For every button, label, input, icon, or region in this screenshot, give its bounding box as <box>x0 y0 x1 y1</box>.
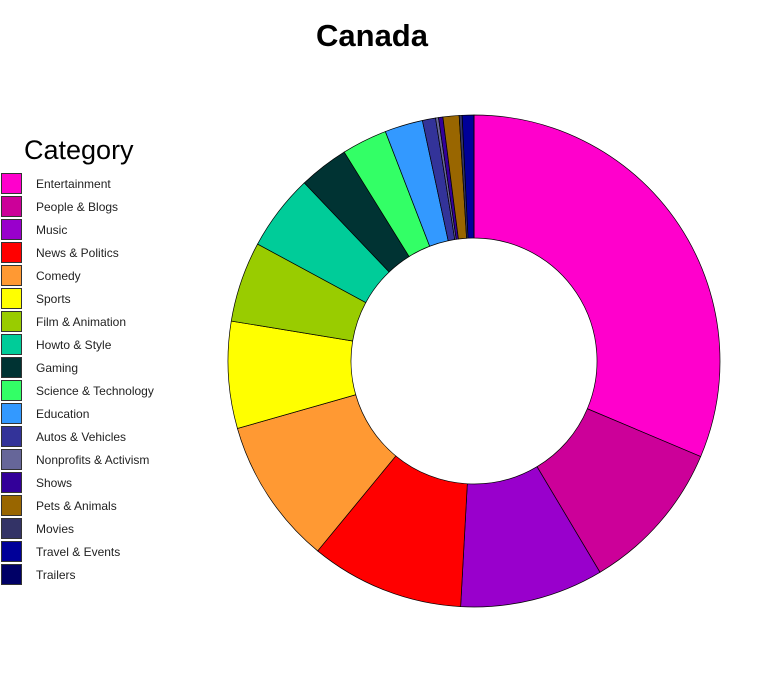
legend-item-education: Education <box>0 402 154 425</box>
legend-swatch-shows <box>1 472 22 493</box>
legend-item-gaming: Gaming <box>0 356 154 379</box>
legend-swatch-autos-and-vehicles <box>1 426 22 447</box>
legend-item-trailers: Trailers <box>0 563 154 586</box>
legend-label-music: Music <box>36 222 68 237</box>
legend-swatch-movies <box>1 518 22 539</box>
legend-swatch-science-and-technology <box>1 380 22 401</box>
legend-swatch-travel-and-events <box>1 541 22 562</box>
legend-item-music: Music <box>0 218 154 241</box>
legend-label-news-and-politics: News & Politics <box>36 245 119 260</box>
legend-items: Entertainment People & Blogs Music News & P… <box>0 172 154 586</box>
legend-title: Category <box>24 135 134 165</box>
legend-label-autos-and-vehicles: Autos & Vehicles <box>36 429 127 444</box>
legend-label-sports: Sports <box>36 291 71 306</box>
legend-label-education: Education <box>36 406 90 421</box>
legend-item-travel-and-events: Travel & Events <box>0 540 154 563</box>
legend-swatch-film-and-animation <box>1 311 22 332</box>
legend-label-pets-and-animals: Pets & Animals <box>36 498 117 513</box>
legend-item-comedy: Comedy <box>0 264 154 287</box>
legend-swatch-people-and-blogs <box>1 196 22 217</box>
legend-label-people-and-blogs: People & Blogs <box>36 199 119 214</box>
legend-label-movies: Movies <box>36 521 75 536</box>
legend-swatch-entertainment <box>1 173 22 194</box>
chart-title: Canada <box>316 18 428 53</box>
slice-entertainment <box>473 114 721 457</box>
legend-swatch-nonprofits-and-activism <box>1 449 22 470</box>
legend-label-howto-and-style: Howto & Style <box>36 337 112 352</box>
legend-swatch-comedy <box>1 265 22 286</box>
legend: Category Entertainment People & Blogs Musi… <box>0 132 154 586</box>
legend-label-trailers: Trailers <box>36 567 76 582</box>
legend-item-autos-and-vehicles: Autos & Vehicles <box>0 425 154 448</box>
legend-label-film-and-animation: Film & Animation <box>36 314 127 329</box>
legend-swatch-pets-and-animals <box>1 495 22 516</box>
legend-item-film-and-animation: Film & Animation <box>0 310 154 333</box>
legend-item-entertainment: Entertainment <box>0 172 154 195</box>
legend-item-shows: Shows <box>0 471 154 494</box>
legend-swatch-music <box>1 219 22 240</box>
legend-item-news-and-politics: News & Politics <box>0 241 154 264</box>
legend-item-pets-and-animals: Pets & Animals <box>0 494 154 517</box>
legend-label-science-and-technology: Science & Technology <box>36 383 154 398</box>
legend-label-nonprofits-and-activism: Nonprofits & Activism <box>36 452 150 467</box>
legend-swatch-trailers <box>1 564 22 585</box>
legend-label-shows: Shows <box>36 475 73 490</box>
legend-label-travel-and-events: Travel & Events <box>36 544 121 559</box>
legend-swatch-sports <box>1 288 22 309</box>
legend-item-science-and-technology: Science & Technology <box>0 379 154 402</box>
legend-item-movies: Movies <box>0 517 154 540</box>
legend-item-howto-and-style: Howto & Style <box>0 333 154 356</box>
legend-label-gaming: Gaming <box>36 360 79 375</box>
legend-item-sports: Sports <box>0 287 154 310</box>
legend-label-comedy: Comedy <box>36 268 81 283</box>
legend-swatch-howto-and-style <box>1 334 22 355</box>
legend-swatch-education <box>1 403 22 424</box>
legend-label-entertainment: Entertainment <box>36 176 111 191</box>
legend-item-people-and-blogs: People & Blogs <box>0 195 154 218</box>
legend-swatch-gaming <box>1 357 22 378</box>
legend-item-nonprofits-and-activism: Nonprofits & Activism <box>0 448 154 471</box>
legend-swatch-news-and-politics <box>1 242 22 263</box>
